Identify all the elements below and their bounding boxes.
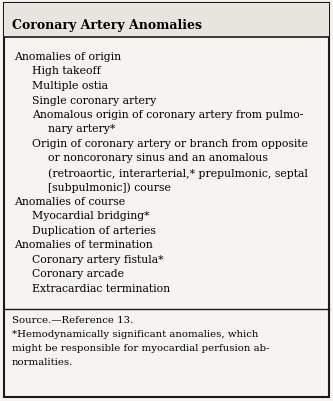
Text: Origin of coronary artery or branch from opposite: Origin of coronary artery or branch from… — [32, 139, 308, 149]
Text: normalities.: normalities. — [12, 357, 73, 366]
Text: Myocardial bridging*: Myocardial bridging* — [32, 211, 150, 221]
Text: Coronary Artery Anomalies: Coronary Artery Anomalies — [12, 18, 202, 31]
Text: Anomalous origin of coronary artery from pulmo-: Anomalous origin of coronary artery from… — [32, 110, 303, 120]
Text: Anomalies of origin: Anomalies of origin — [14, 52, 121, 62]
Text: Extracardiac termination: Extracardiac termination — [32, 283, 170, 293]
Text: Multiple ostia: Multiple ostia — [32, 81, 108, 91]
Text: Coronary artery fistula*: Coronary artery fistula* — [32, 254, 164, 264]
Text: Source.—Reference 13.: Source.—Reference 13. — [12, 315, 134, 324]
Text: Single coronary artery: Single coronary artery — [32, 95, 156, 105]
Text: High takeoff: High takeoff — [32, 66, 101, 76]
Text: *Hemodynamically significant anomalies, which: *Hemodynamically significant anomalies, … — [12, 329, 258, 338]
Text: might be responsible for myocardial perfusion ab-: might be responsible for myocardial perf… — [12, 343, 269, 352]
Text: nary artery*: nary artery* — [48, 124, 115, 134]
Text: Duplication of arteries: Duplication of arteries — [32, 225, 156, 235]
Text: (retroaortic, interarterial,* prepulmonic, septal: (retroaortic, interarterial,* prepulmoni… — [48, 168, 308, 178]
Text: or noncoronary sinus and an anomalous: or noncoronary sinus and an anomalous — [48, 153, 268, 163]
Bar — [4, 4, 329, 38]
Text: [subpulmonic]) course: [subpulmonic]) course — [48, 182, 171, 192]
Text: Anomalies of course: Anomalies of course — [14, 196, 125, 207]
Text: Coronary arcade: Coronary arcade — [32, 269, 124, 279]
Text: Anomalies of termination: Anomalies of termination — [14, 240, 153, 250]
